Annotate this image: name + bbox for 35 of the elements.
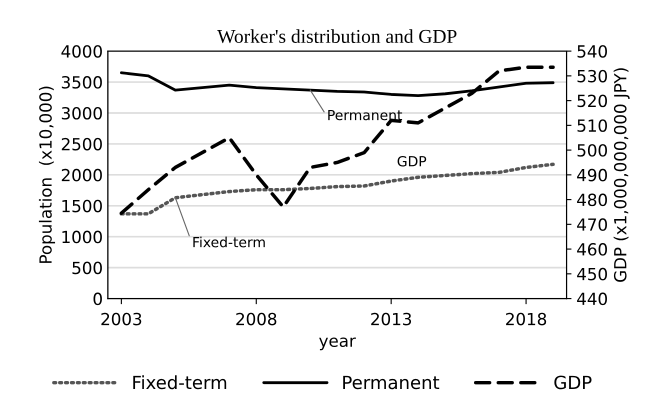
x-tick-label: 2013 xyxy=(371,312,412,326)
y-tick-label: 3000 xyxy=(62,106,102,120)
y2-tick-label: 500 xyxy=(578,144,607,157)
y-axis-title: Population (x10,000) xyxy=(38,86,56,263)
y-tick-label: 3500 xyxy=(62,76,102,89)
annotation: Permanent xyxy=(328,110,402,120)
y2-tick-label: 440 xyxy=(577,292,607,306)
y-tick-label: 2500 xyxy=(62,138,102,150)
legend-label: GDP xyxy=(554,376,592,390)
annotation: GDP xyxy=(398,156,426,167)
y-tick-label: 0 xyxy=(94,292,102,306)
x-tick-label: 2003 xyxy=(101,312,142,326)
legend-label: Fixed-term xyxy=(133,375,226,390)
legend-label: Permanent xyxy=(343,376,440,390)
y-tick-label: 1000 xyxy=(62,230,102,244)
y2-tick-label: 460 xyxy=(577,243,607,256)
y2-axis-title: GDP (x1,000,000,000 JPY) xyxy=(614,68,630,282)
y-tick-label: 2000 xyxy=(62,168,102,182)
x-tick-label: 2008 xyxy=(236,312,276,326)
x-tick-label: 2018 xyxy=(506,312,546,326)
y2-tick-label: 490 xyxy=(577,168,607,182)
y2-tick-label: 470 xyxy=(577,218,607,231)
annotation: Fixed-term xyxy=(193,236,265,248)
y2-tick-label: 450 xyxy=(577,268,607,280)
y2-tick-label: 540 xyxy=(578,45,607,58)
y2-tick-label: 520 xyxy=(578,94,607,108)
y-tick-label: 500 xyxy=(72,262,102,274)
chart-title: Worker's distribution and GDP xyxy=(217,29,456,44)
y2-tick-label: 480 xyxy=(577,194,607,206)
y2-tick-label: 530 xyxy=(578,70,607,82)
y-tick-label: 1500 xyxy=(62,200,102,212)
y-tick-label: 4000 xyxy=(61,45,102,58)
x-axis-title: year xyxy=(319,337,356,350)
line-series xyxy=(120,65,555,215)
y2-tick-label: 510 xyxy=(578,119,607,132)
